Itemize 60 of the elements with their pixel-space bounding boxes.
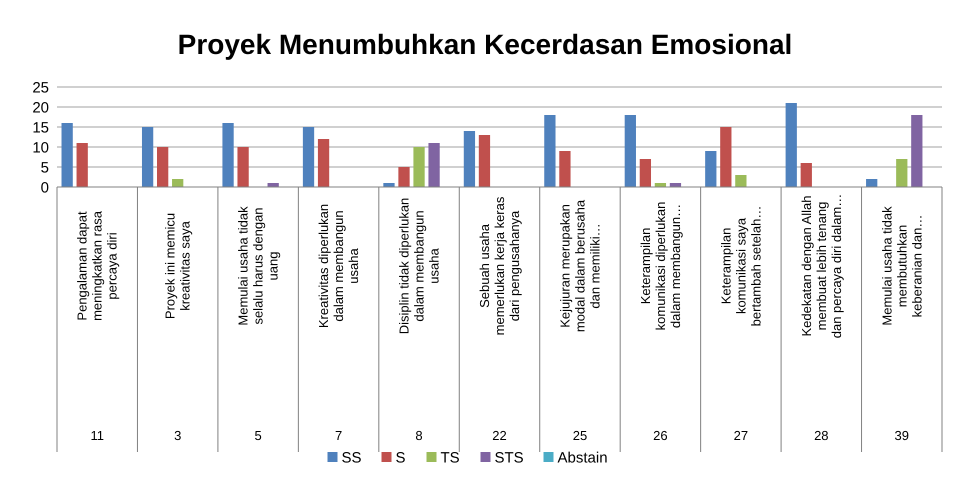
bar (318, 139, 330, 187)
x-tick-label: Proyek ini memicu kreativitas saya (162, 212, 193, 320)
bar (624, 115, 636, 187)
bar (800, 163, 812, 187)
x-tick-label: Memulai usaha tidak selalu harus dengan uang (236, 206, 281, 326)
bar (76, 143, 88, 187)
text: 7 (334, 428, 342, 443)
bar (478, 135, 490, 187)
text: 39 (894, 428, 910, 443)
bar (735, 175, 747, 187)
bar (866, 179, 878, 187)
x-tick-label: Disiplin tidak diperlukan dalam membangun usaha (396, 198, 442, 334)
text: 28 (814, 428, 829, 443)
bar (896, 159, 908, 187)
legend-label: TS (440, 449, 460, 466)
bar (544, 115, 556, 187)
x-tick-label: Kejujuran merupakan modal dalam berusaha dan memiliki… (557, 199, 602, 332)
bar (157, 147, 168, 187)
bar (302, 127, 314, 187)
x-tick-label: Kreativitas diperlukan dalam membangun usaha (316, 204, 362, 328)
x-tick-label: Pengalaman dapat meningkatkan rasa percaya diri (74, 210, 120, 321)
bar (172, 179, 184, 187)
text: 5 (254, 428, 262, 443)
bar (62, 123, 73, 187)
text: 25 (572, 428, 588, 443)
bar (786, 103, 797, 187)
bar (428, 143, 440, 187)
y-tick-label: 0 (40, 179, 49, 196)
bar (464, 131, 476, 187)
bar (640, 159, 652, 187)
bar (237, 147, 249, 187)
bar (413, 147, 425, 187)
legend-label: SS (342, 449, 362, 466)
y-tick-label: 20 (32, 99, 49, 116)
bar (222, 123, 234, 187)
text: 3 (174, 428, 182, 443)
x-tick-label: Memulai usaha tidak membutuhkan keberanian dan… (879, 206, 924, 326)
bar (559, 151, 571, 187)
legend-label: S (396, 449, 406, 466)
text: 27 (734, 428, 748, 443)
y-tick-label: 5 (40, 159, 49, 176)
x-tick-label: Sebuah usaha memerlukan kerja keras dari pengusahanya (477, 196, 522, 336)
bar (720, 127, 732, 187)
text: 11 (90, 428, 104, 443)
x-tick-label: Keterampilan komunikasi diperlukan dalam membangun… (638, 202, 683, 330)
bar (398, 167, 410, 187)
y-tick-label: 15 (32, 119, 49, 136)
text: 22 (492, 428, 507, 443)
bar (142, 127, 154, 187)
x-tick-label: Kedekatan dengan Allah membuat lebih tenang dan percaya diri dalam… (798, 194, 844, 338)
y-tick-label: 25 (32, 79, 49, 96)
legend-label: Abstain (558, 449, 608, 466)
legend-label: STS (494, 449, 524, 466)
bar (911, 115, 922, 187)
x-tick-label: Keterampilan komunikasi saya bertambah setelah… (718, 206, 764, 326)
text: 26 (653, 428, 668, 443)
y-tick-label: 10 (32, 139, 49, 156)
chart-title: Proyek Menumbuhkan Kecerdasan Emosional (178, 29, 792, 60)
bar (705, 151, 716, 187)
text: 8 (415, 428, 423, 443)
